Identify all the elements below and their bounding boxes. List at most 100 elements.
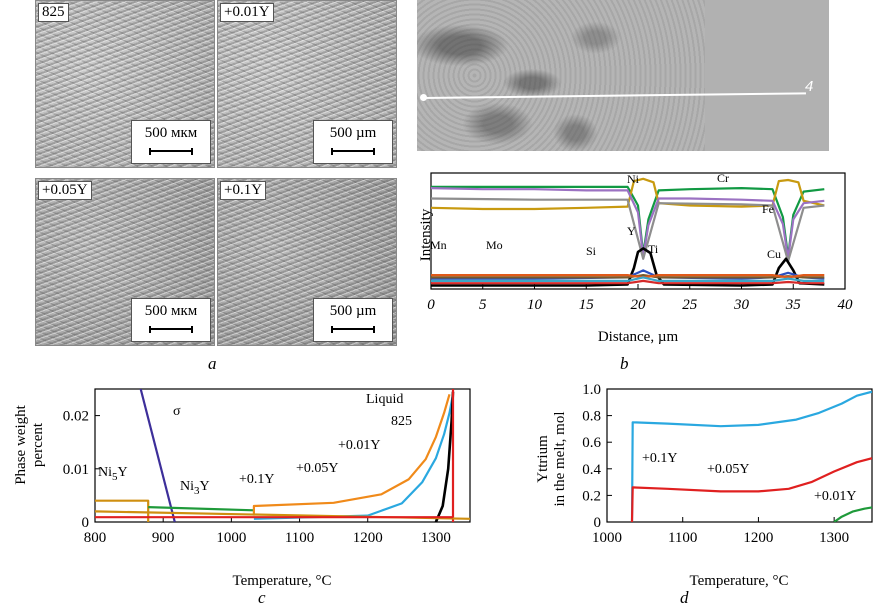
x-tick-label: 1000 bbox=[216, 530, 246, 546]
y-tick-label: 0.01 bbox=[63, 462, 89, 478]
micrograph-tag: +0.05Y bbox=[38, 181, 92, 200]
x-tick-label: 1300 bbox=[421, 530, 451, 546]
y-axis-label: Phase weight percent bbox=[13, 404, 46, 484]
y-tick-label: 0.4 bbox=[582, 462, 601, 478]
series-group bbox=[431, 177, 825, 287]
x-tick-label: 25 bbox=[682, 297, 698, 313]
x-tick-label: 30 bbox=[733, 297, 750, 313]
x-axis-label: Temperature, °C bbox=[689, 573, 788, 589]
series-annotation: Liquid bbox=[366, 392, 403, 407]
y-tick-label: 0 bbox=[594, 515, 602, 531]
series-line-Ni5Y bbox=[95, 499, 150, 522]
micrograph-tag: +0.1Y bbox=[220, 181, 267, 200]
y-axis-label: Intensity bbox=[418, 208, 434, 261]
x-tick-label: 1000 bbox=[592, 530, 622, 546]
series-annotation: +0.1Y bbox=[642, 451, 678, 466]
series-annotation: Y bbox=[627, 224, 636, 238]
series-line-Mn bbox=[431, 274, 825, 279]
plot-frame bbox=[606, 388, 873, 523]
x-tick-label: 15 bbox=[579, 297, 595, 313]
series-annotation: +0.05Y bbox=[707, 462, 750, 477]
series-line--0-1Y bbox=[630, 390, 872, 522]
x-tick-label: 1200 bbox=[353, 530, 383, 546]
y-tick-label: 0.8 bbox=[582, 409, 601, 425]
scale-bar: 500 мкм bbox=[131, 120, 211, 164]
series-line--0-05Y bbox=[630, 457, 872, 522]
x-tick-label: 1300 bbox=[819, 530, 849, 546]
x-tick-label: 1100 bbox=[285, 530, 314, 546]
x-tick-label: 5 bbox=[479, 297, 487, 313]
y-axis-label: Yttrium in the melt, mol bbox=[535, 412, 568, 507]
micrograph-0.01Y: +0.01Y 500 µm bbox=[217, 0, 397, 168]
panel-label-b: b bbox=[620, 354, 629, 373]
series-annotation: 825 bbox=[391, 414, 412, 429]
series-line-Si bbox=[431, 276, 825, 282]
scale-bar-label: 500 µm bbox=[329, 303, 377, 319]
micrograph-825: 825 500 мкм bbox=[35, 0, 215, 168]
y-tick-label: 0.6 bbox=[582, 435, 601, 451]
y-axis-label-line: Yttrium bbox=[535, 435, 551, 483]
series-line-Fe bbox=[431, 187, 825, 260]
bse-image: 4 bbox=[417, 0, 829, 151]
series-annotation: +0.05Y bbox=[296, 461, 339, 476]
micrograph-tag: +0.01Y bbox=[220, 3, 274, 22]
y-axis-label-line: Phase weight bbox=[13, 404, 29, 484]
series-annotation: Si bbox=[586, 244, 597, 258]
y-tick-label: 0.02 bbox=[63, 409, 89, 425]
micrograph-0.1Y: +0.1Y 500 µm bbox=[217, 178, 397, 346]
series-annotation: +0.01Y bbox=[338, 438, 381, 453]
y-tick-label: 0 bbox=[82, 515, 90, 531]
series-annotation: +0.01Y bbox=[814, 489, 857, 504]
scan-start-dot bbox=[420, 94, 427, 101]
scale-bar-label: 500 µm bbox=[329, 125, 377, 141]
series-annotation: +0.1Y bbox=[239, 472, 275, 487]
series-annotation: Ni5Y bbox=[98, 465, 128, 483]
x-tick-label: 1100 bbox=[668, 530, 697, 546]
x-tick-label: 40 bbox=[838, 297, 854, 313]
yttrium-in-melt-chart: 1000 1100 1200 1300 0 0.2 0.4 0.6 0.8 1.0 Temperat… bbox=[535, 382, 873, 589]
x-tick-label: 900 bbox=[152, 530, 175, 546]
y-axis-label-line: in the melt, mol bbox=[552, 412, 568, 507]
series-annotation: Mn bbox=[430, 238, 447, 252]
x-tick-label: 10 bbox=[527, 297, 543, 313]
y-axis-label-line: percent bbox=[30, 422, 46, 467]
panel-label-a: a bbox=[208, 354, 217, 373]
series-line--0-05Y bbox=[253, 394, 455, 520]
x-tick-label: 800 bbox=[84, 530, 107, 546]
y-axis-label-line: Intensity bbox=[418, 208, 434, 261]
plot-frame bbox=[94, 388, 471, 523]
series-annotation: Fe bbox=[762, 202, 774, 216]
scale-bar: 500 мкм bbox=[131, 298, 211, 342]
scan-line-marker: 4 bbox=[805, 78, 814, 95]
series-line--0-01Y bbox=[833, 506, 872, 522]
micrograph-0.05Y: +0.05Y 500 мкм bbox=[35, 178, 215, 346]
panel-label-d: d bbox=[680, 588, 689, 607]
panel-label-c: c bbox=[258, 588, 266, 607]
series-annotation: Ni bbox=[627, 172, 640, 186]
phase-weight-chart: 800 900 1000 1100 1200 1300 0 0.01 0.02 Temperatu… bbox=[13, 388, 471, 589]
series-group bbox=[630, 390, 872, 522]
scale-bar: 500 µm bbox=[313, 120, 393, 164]
series-annotation: Cr bbox=[717, 171, 729, 185]
series-annotation: Mo bbox=[486, 238, 503, 252]
series-annotation: Cu bbox=[767, 247, 781, 261]
x-tick-label: 0 bbox=[427, 297, 435, 313]
scale-bar-label: 500 мкм bbox=[144, 303, 198, 319]
series-line-Ni3Y bbox=[148, 506, 254, 512]
series-annotation: σ bbox=[173, 404, 181, 419]
series-annotation: Ni3Y bbox=[180, 479, 210, 497]
x-axis-label: Temperature, °C bbox=[232, 573, 331, 589]
y-tick-label: 0.2 bbox=[582, 488, 601, 504]
micrograph-tag: 825 bbox=[38, 3, 69, 22]
x-tick-label: 35 bbox=[785, 297, 802, 313]
series-annotation: Ti bbox=[648, 242, 659, 256]
x-tick-label: 1200 bbox=[743, 530, 773, 546]
x-tick-label: 20 bbox=[631, 297, 647, 313]
series-line-- bbox=[139, 389, 176, 522]
series-group bbox=[95, 389, 470, 522]
series-line-Cu bbox=[431, 279, 825, 285]
x-axis-label: Distance, µm bbox=[598, 329, 679, 345]
scale-bar-label: 500 мкм bbox=[144, 125, 198, 141]
y-tick-label: 1.0 bbox=[582, 382, 601, 398]
